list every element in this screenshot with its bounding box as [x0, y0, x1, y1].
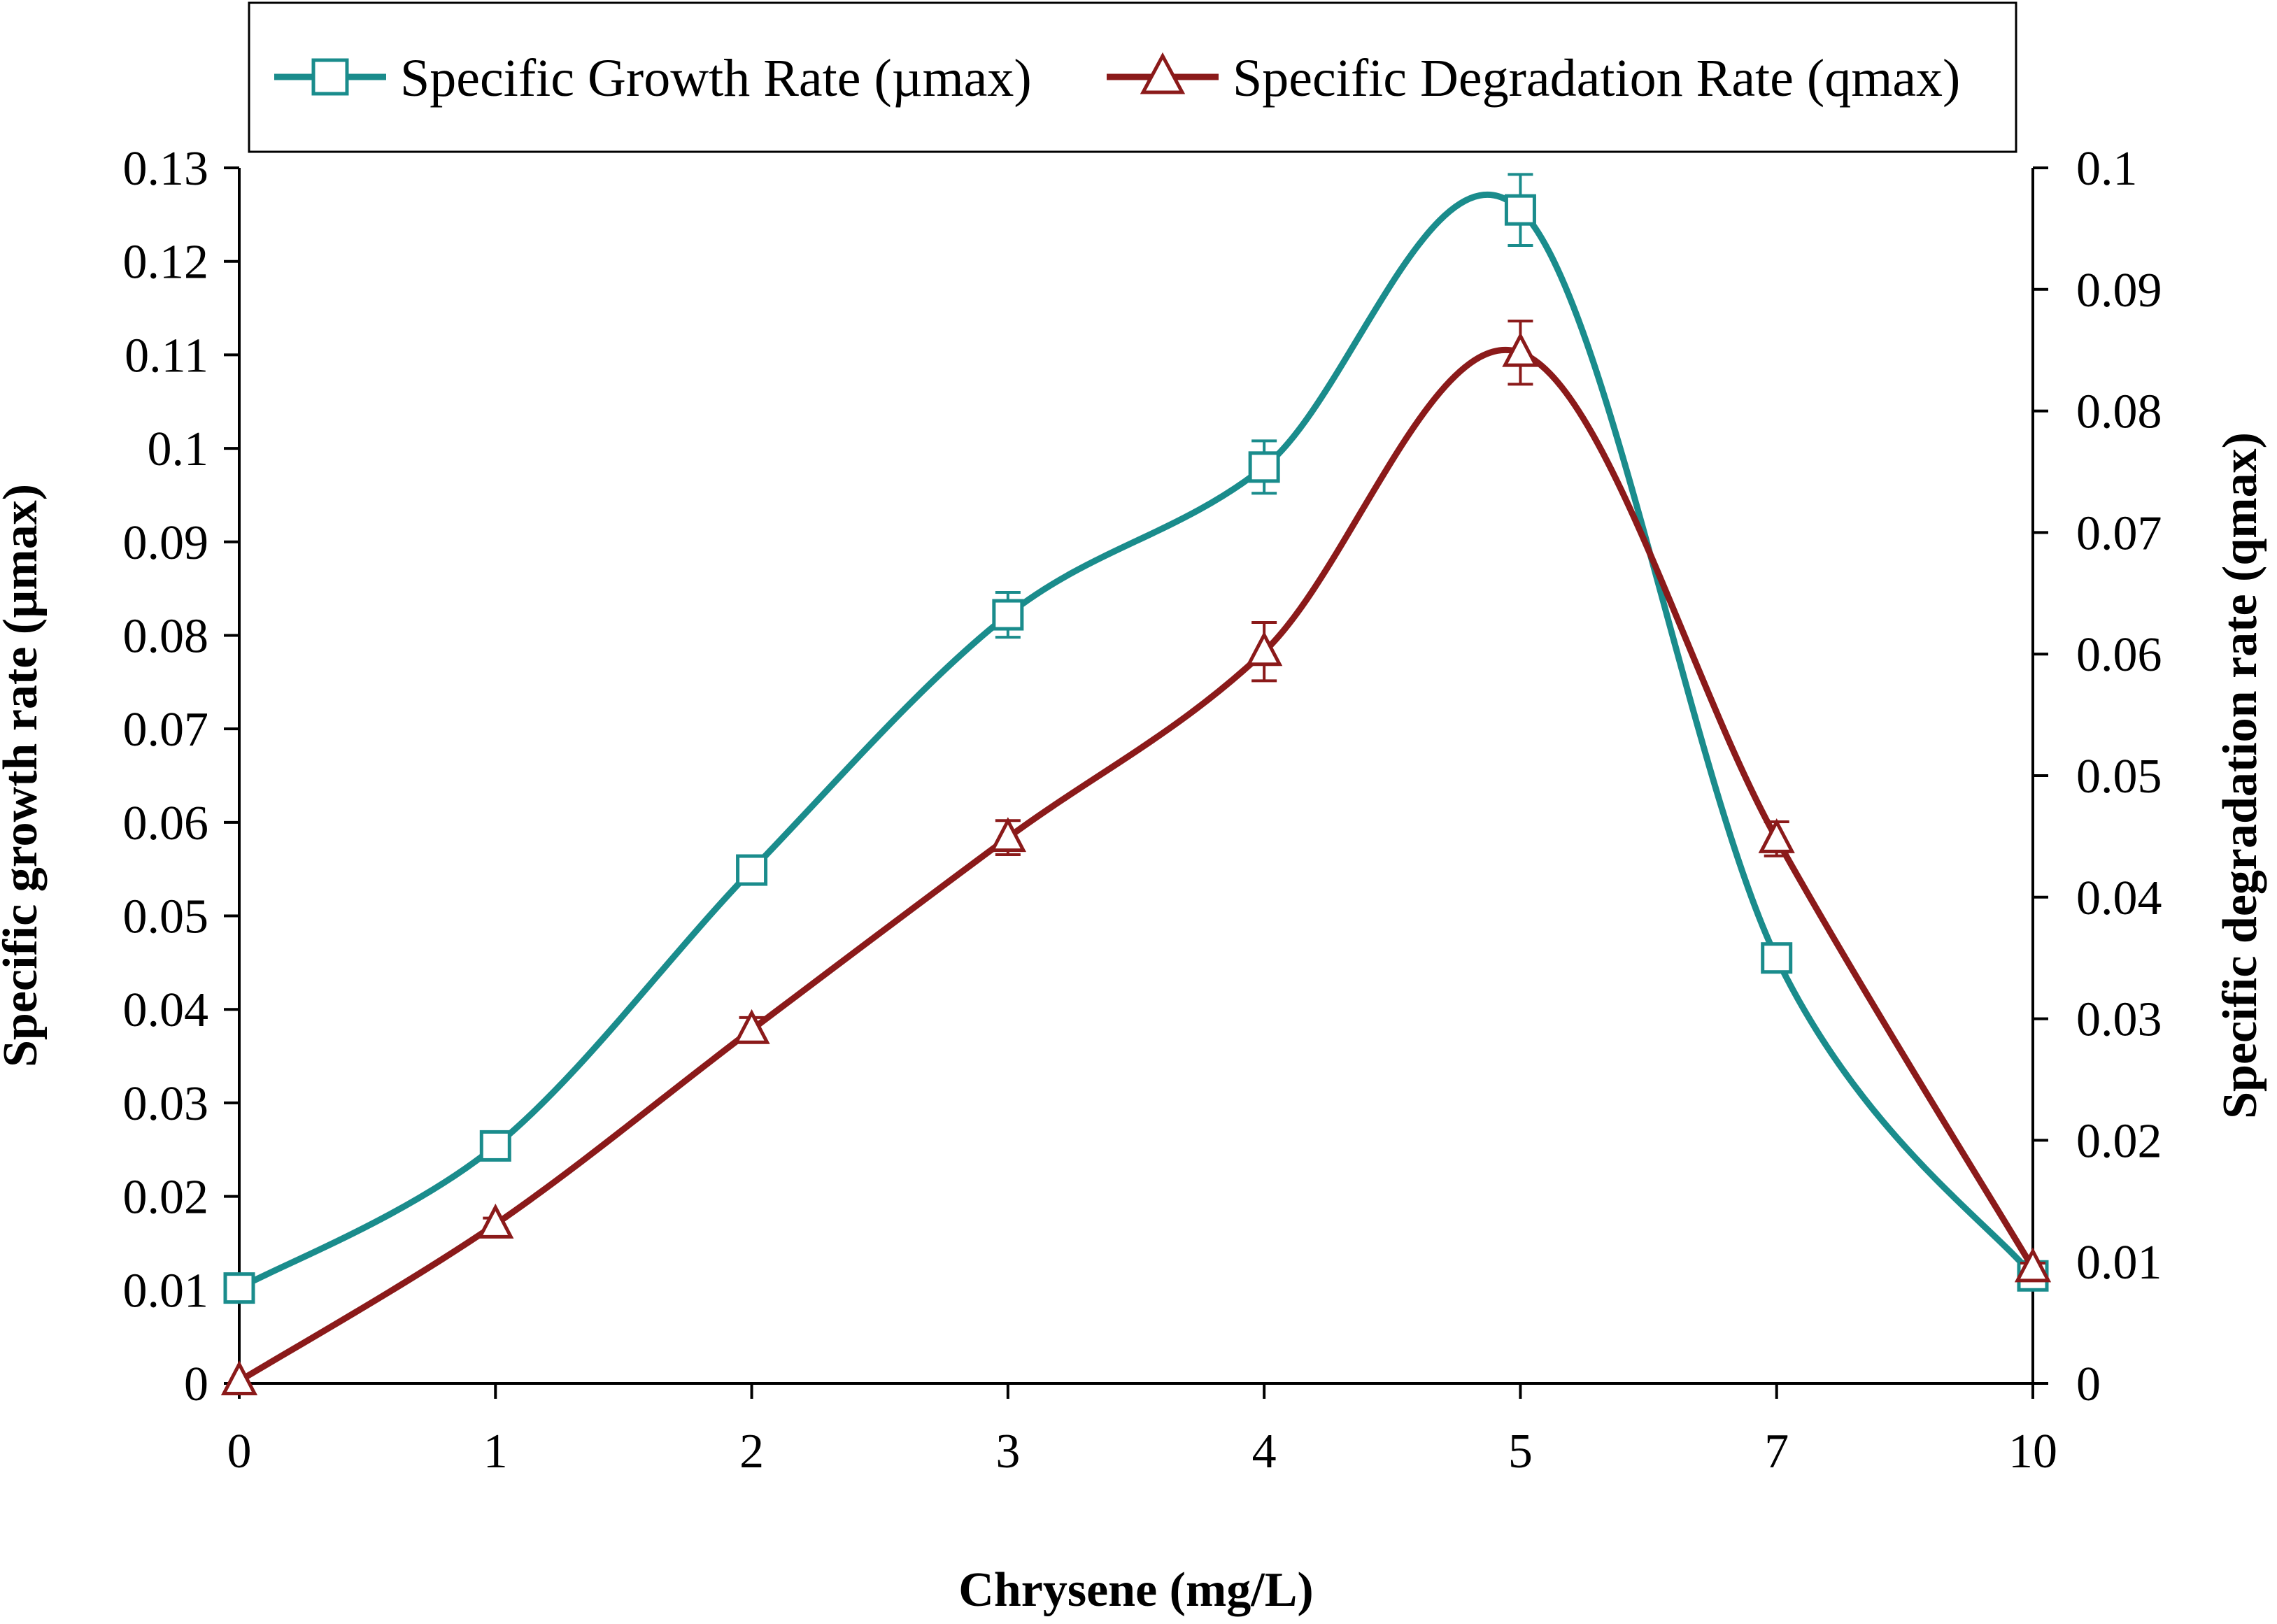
y-left-tick-label: 0.03: [123, 1077, 209, 1131]
data-point-triangle: [1246, 631, 1283, 667]
y-axis-left-title: Specific growth rate (µmax): [0, 484, 48, 1067]
y-right-tick-label: 0.04: [2076, 871, 2162, 925]
y-left-tick-label: 0.06: [123, 797, 209, 850]
x-tick-label: 1: [483, 1425, 508, 1479]
data-point-square: [1504, 194, 1536, 226]
data-point-triangle: [477, 1203, 514, 1239]
y-axis-right-title: Specific degradation rate (qmax): [2213, 432, 2267, 1119]
legend-marker-square: [311, 58, 349, 96]
series-degradation-rate: [220, 319, 2052, 1396]
data-point-triangle: [1758, 818, 1795, 853]
x-tick-label: 0: [227, 1425, 252, 1479]
y-left-tick-label: 0.05: [123, 890, 209, 944]
y-left-tick-label: 0.09: [123, 516, 209, 570]
y-left-tick-label: 0.13: [123, 142, 209, 196]
y-right-tick-label: 0.02: [2076, 1114, 2162, 1168]
data-point-triangle: [220, 1360, 258, 1396]
y-left-tick-label: 0.04: [123, 983, 209, 1037]
y-left-tick-label: 0.1: [148, 422, 209, 476]
x-tick-label: 4: [1252, 1425, 1277, 1479]
data-point-square: [1248, 451, 1280, 483]
data-point-triangle: [2014, 1247, 2052, 1283]
y-left-tick-label: 0.08: [123, 609, 209, 663]
data-point-square: [1761, 942, 1793, 974]
x-axis-ticks: 0 1 2 3 4 5 7 10: [227, 1383, 2057, 1479]
legend: Specific Growth Rate (µmax) Specific Deg…: [248, 1, 2017, 153]
data-point-triangle: [733, 1009, 770, 1044]
data-point-square: [479, 1130, 511, 1162]
x-tick-label: 5: [1508, 1425, 1533, 1479]
y-right-tick-label: 0.08: [2076, 385, 2162, 439]
y-right-tick-label: 0.07: [2076, 506, 2162, 560]
legend-marker-triangle: [1140, 52, 1186, 94]
x-tick-label: 7: [1764, 1425, 1789, 1479]
y-left-tick-label: 0.12: [123, 236, 209, 290]
series-line: [237, 192, 2036, 1291]
data-point-triangle: [989, 817, 1026, 853]
x-tick-label: 2: [739, 1425, 764, 1479]
x-tick-label: 10: [2008, 1425, 2057, 1479]
series-layer: [220, 173, 2052, 1396]
legend-label-degradation: Specific Degradation Rate (qmax): [1233, 49, 1960, 108]
data-point-square: [736, 854, 768, 886]
legend-label-growth: Specific Growth Rate (µmax): [400, 49, 1032, 108]
data-point-triangle: [1502, 332, 1539, 367]
y-right-tick-label: 0.06: [2076, 628, 2162, 682]
y-right-tick-label: 0.09: [2076, 264, 2162, 318]
y-right-tick-label: 0.01: [2076, 1236, 2162, 1290]
y-left-tick-label: 0.07: [123, 703, 209, 757]
x-tick-label: 3: [995, 1425, 1020, 1479]
data-point-square: [992, 599, 1024, 631]
y-right-tick-label: 0: [2076, 1358, 2101, 1411]
x-axis-title: Chrysene (mg/L): [958, 1563, 1313, 1617]
y-axis-left-ticks: 0 0.01 0.02 0.03 0.04 0.05 0.06 0.07 0.08 0.09 0.1…: [123, 142, 239, 1411]
y-left-tick-label: 0.11: [125, 329, 208, 383]
y-left-tick-label: 0.02: [123, 1171, 209, 1225]
series-line: [237, 347, 2036, 1384]
y-axis-right-ticks: 0 0.01 0.02 0.03 0.04 0.05 0.06 0.07 0.08 0.09 0.1: [2033, 142, 2162, 1411]
y-left-tick-label: 0: [184, 1358, 208, 1411]
y-left-tick-label: 0.01: [123, 1264, 209, 1318]
y-right-tick-label: 0.05: [2076, 750, 2162, 804]
series-growth-rate: [223, 173, 2049, 1304]
y-right-tick-label: 0.1: [2076, 142, 2138, 196]
data-point-square: [223, 1272, 255, 1304]
y-right-tick-label: 0.03: [2076, 993, 2162, 1047]
